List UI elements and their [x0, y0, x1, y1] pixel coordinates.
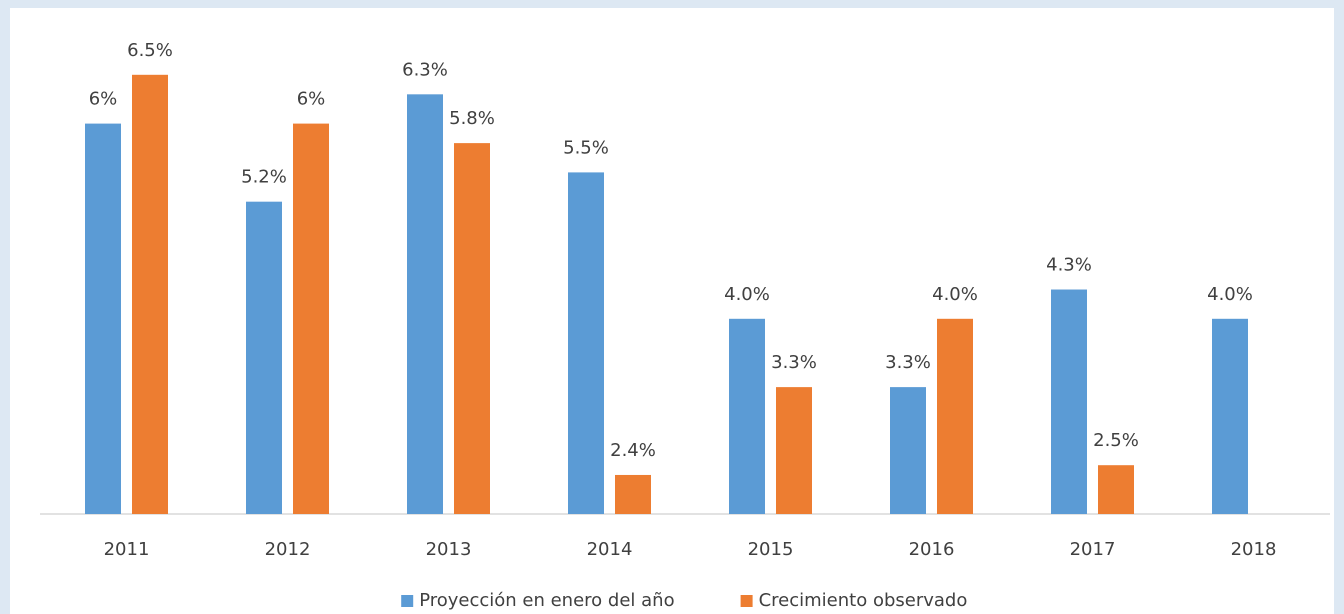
x-tick-label: 2015 — [748, 539, 794, 560]
x-tick-label: 2014 — [587, 539, 633, 560]
x-tick-label: 2017 — [1070, 539, 1116, 560]
bar — [1098, 465, 1134, 514]
bar — [132, 74, 168, 515]
legend-swatch — [740, 595, 753, 607]
bar — [407, 94, 443, 514]
data-label: 2.4% — [610, 440, 656, 461]
data-label: 3.3% — [771, 352, 817, 373]
data-label: 4.0% — [932, 284, 978, 305]
data-label: 3.3% — [885, 352, 931, 373]
bar — [615, 474, 651, 514]
x-tick-label: 2016 — [909, 539, 955, 560]
bar — [1212, 318, 1248, 514]
bar — [454, 143, 490, 514]
data-label: 6% — [297, 89, 326, 110]
data-label: 5.8% — [449, 108, 495, 129]
data-label: 4.3% — [1046, 255, 1092, 276]
bar — [85, 123, 121, 514]
data-label: 4.0% — [1207, 284, 1253, 305]
legend-label: Crecimiento observado — [759, 590, 968, 611]
legend-label: Proyección en enero del año — [419, 590, 674, 611]
data-label: 4.0% — [724, 284, 770, 305]
data-label: 5.5% — [563, 137, 609, 158]
bar — [1051, 289, 1087, 514]
data-label: 5.2% — [241, 167, 287, 188]
bar — [246, 201, 282, 514]
bar — [890, 387, 926, 514]
bar — [729, 318, 765, 514]
bar — [293, 123, 329, 514]
x-tick-label: 2013 — [426, 539, 472, 560]
bar — [937, 318, 973, 514]
data-label: 6.5% — [127, 40, 173, 61]
data-label: 2.5% — [1093, 430, 1139, 451]
bar — [776, 387, 812, 514]
data-label: 6% — [89, 89, 118, 110]
x-tick-label: 2012 — [265, 539, 311, 560]
data-label: 6.3% — [402, 59, 448, 80]
bar — [568, 172, 604, 514]
plot-area — [10, 8, 1334, 614]
x-tick-label: 2018 — [1231, 539, 1277, 560]
x-tick-label: 2011 — [104, 539, 150, 560]
legend-swatch — [401, 595, 414, 607]
